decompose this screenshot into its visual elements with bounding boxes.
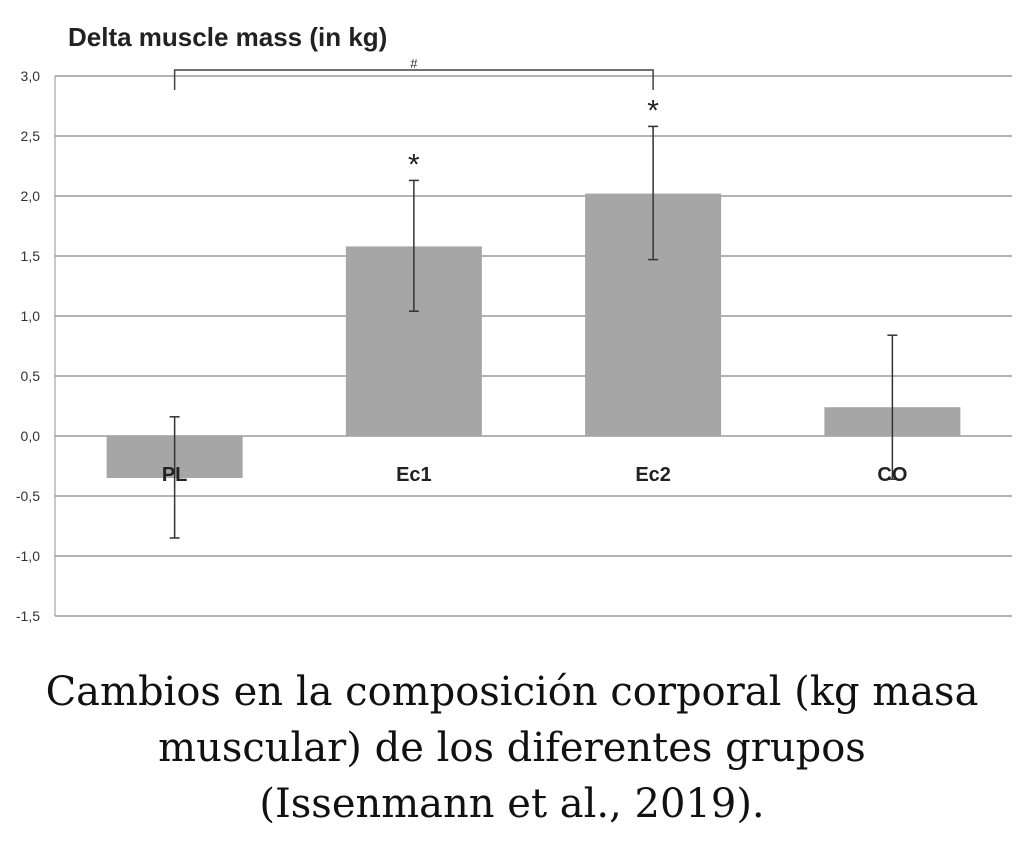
significance-asterisk: * [408,148,420,181]
category-label-pl: PL [162,464,188,486]
y-tick-label: 3,0 [21,68,41,84]
significance-marks: ** [408,94,659,181]
y-tick-label: 2,0 [21,188,41,204]
y-tick-label: -0,5 [16,488,40,504]
significance-asterisk: * [647,94,659,127]
caption-line-1: Cambios en la composición corporal (kg m… [45,669,979,715]
caption-line-2: muscular) de los diferentes grupos [158,725,866,771]
category-label-co: CO [877,464,907,486]
significance-bracket: # [173,56,654,90]
category-label-ec1: Ec1 [396,464,432,486]
y-tick-label: -1,0 [16,548,40,564]
y-tick-label: 1,0 [21,308,41,324]
y-tick-label: 0,0 [21,428,41,444]
y-tick-label: -1,5 [16,608,40,624]
gridlines [54,75,1012,617]
figure-caption: Cambios en la composición corporal (kg m… [0,664,1024,832]
y-axis-tick-labels: 3,0 2,5 2,0 1,5 1,0 0,5 0,0 -0,5 -1,0 -1,5 [16,68,40,624]
y-tick-label: 0,5 [21,368,41,384]
caption-line-3: (Issenmann et al., 2019). [259,781,765,827]
category-labels: PL Ec1 Ec2 CO [162,464,908,486]
bracket-label: # [410,56,418,71]
y-tick-label: 2,5 [21,128,41,144]
y-tick-label: 1,5 [21,248,41,264]
category-label-ec2: Ec2 [635,464,671,486]
bracket-line [173,69,654,90]
chart-title: Delta muscle mass (in kg) [68,22,387,52]
bar-chart: Delta muscle mass (in kg) 3,0 2,5 2,0 1,5 1,… [16,22,1012,624]
error-bars [169,125,898,539]
